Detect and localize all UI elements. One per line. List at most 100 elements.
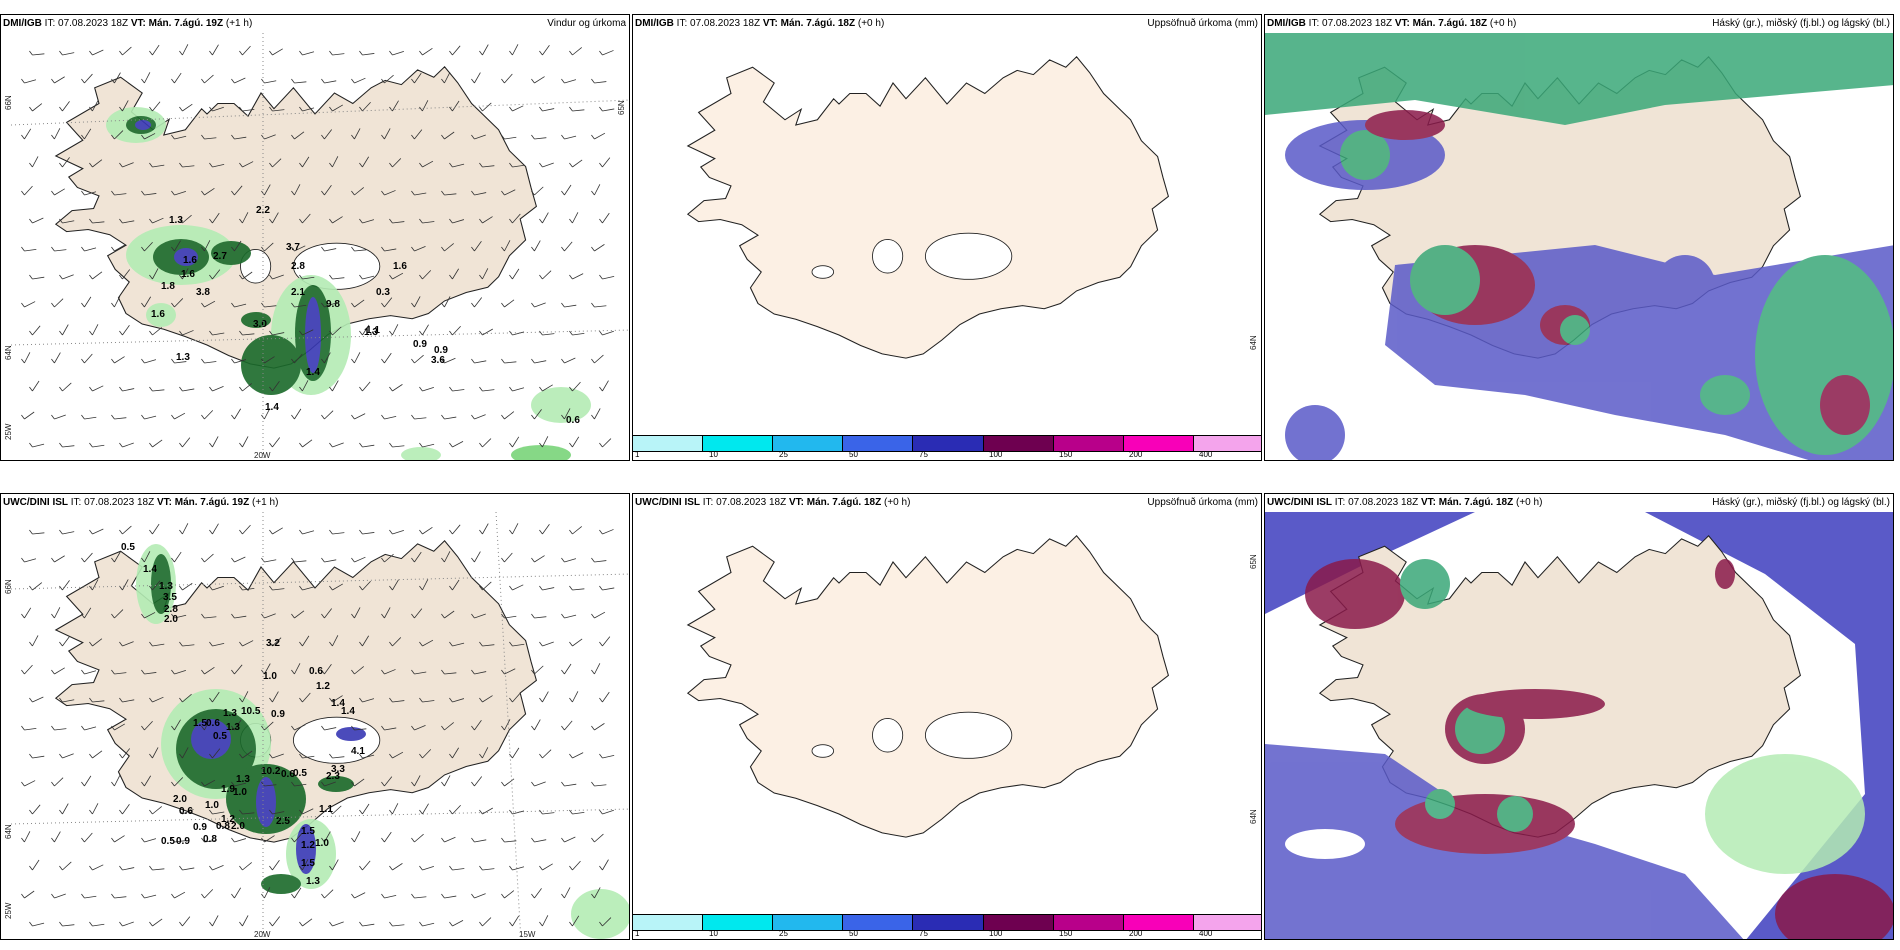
precip-value-label: 1.3 [306, 876, 320, 887]
colorbar-tick-label: 75 [919, 929, 928, 938]
precip-value-label: 1.9 [221, 784, 235, 795]
precip-value-label: 0.5 [293, 768, 307, 779]
cloud-cover-map [1265, 512, 1893, 939]
panel-header: DMI/IGB IT: 07.08.2023 18Z VT: Mán. 7.ág… [635, 18, 1258, 29]
precip-value-label: 1.3 [176, 352, 190, 363]
lat-label: 65N [1249, 554, 1258, 569]
precip-value-label: 0.9 [176, 836, 190, 847]
precip-value-label: 1.4 [306, 367, 320, 378]
wind-precip-map: 0.51.41.33.52.82.03.20.61.01.21.41.3 10.5… [10, 511, 629, 939]
precip-value-label: 1.8 [161, 281, 175, 292]
precip-value-label: 1.1 [366, 325, 380, 336]
precip-value-label: 0.5 [161, 836, 175, 847]
precip-value-label: 2.0 [231, 821, 245, 832]
precip-value-label: 0.5 [213, 731, 227, 742]
colorbar-tick-label: 100 [989, 450, 1003, 459]
precip-value-label: 2.8 [164, 604, 178, 615]
precip-value-label: 3.8 [196, 287, 210, 298]
precip-value-label: 0.6 [206, 718, 220, 729]
accum-precip-map [687, 535, 1169, 838]
precip-value-label: 3.6 [431, 355, 445, 366]
colorbar-tick-label: 400 [1199, 450, 1213, 459]
precip-value-label: 1.6 [151, 309, 165, 320]
precip-value-label: 0.8 [216, 821, 230, 832]
precip-value-label: 1.5 [193, 718, 207, 729]
lon-label: 20W [254, 451, 271, 460]
colorbar-swatch [1193, 436, 1261, 451]
panel-header: UWC/DINI ISL IT: 07.08.2023 18Z VT: Mán.… [1265, 494, 1893, 512]
precip-value-label: 2.7 [213, 251, 227, 262]
precip-value-label: 2.3 [326, 771, 340, 782]
panel-dmi-accum-precip: DMI/IGB IT: 07.08.2023 18Z VT: Mán. 7.ág… [632, 14, 1262, 461]
panel-header: UWC/DINI ISL IT: 07.08.2023 18Z VT: Mán.… [635, 497, 1258, 508]
precip-value-label: 1.0 [263, 671, 277, 682]
colorbar-tick-label: 10 [709, 450, 718, 459]
precip-value-label: 1.4 [265, 402, 279, 413]
lon-label: 25W [4, 423, 13, 440]
lat-label: 65N [617, 100, 626, 115]
colorbar-tick-label: 200 [1129, 929, 1143, 938]
precip-value-label: 3.2 [266, 638, 280, 649]
colorbar-swatch [1053, 915, 1124, 930]
colorbar-swatch [773, 915, 844, 930]
precip-value-label: 1.4 [143, 564, 157, 575]
precip-value-label: 1.5 [301, 858, 315, 869]
panel-uwc-clouds: UWC/DINI ISL IT: 07.08.2023 18Z VT: Mán.… [1264, 493, 1894, 940]
precip-value-label: 1.6 [181, 269, 195, 280]
colorbar-swatch [633, 915, 704, 930]
colorbar-tick-label: 75 [919, 450, 928, 459]
lat-label: 66N [4, 95, 13, 110]
precip-value-label: 2.5 [276, 816, 290, 827]
lat-label: 64N [4, 824, 13, 839]
precip-value-label: 2.0 [164, 614, 178, 625]
colorbar-swatch [633, 436, 704, 451]
colorbar-swatch [843, 915, 914, 930]
colorbar-tick-label: 100 [989, 929, 1003, 938]
precip-value-label: 0.9 [434, 345, 448, 356]
precip-value-label: 1.0 [205, 800, 219, 811]
precip-value-label: 3.5 [163, 592, 177, 603]
precip-value-label: 0.6 [566, 415, 580, 426]
colorbar-ticks: 1 10 25 50 75 100 150 200 400 [633, 450, 1261, 460]
colorbar-tick-label: 400 [1199, 929, 1213, 938]
colorbar-tick-label: 50 [849, 929, 858, 938]
precip-value-label: 1.3 [364, 327, 378, 338]
precip-value-label: 3.0 [253, 319, 267, 330]
precip-value-label: 1.3 [236, 774, 250, 785]
colorbar-ticks: 1 10 25 50 75 100 150 200 400 [633, 929, 1261, 939]
panel-header: DMI/IGB IT: 07.08.2023 18Z VT: Mán. 7.ág… [3, 18, 626, 29]
panel-uwc-wind-precip: UWC/DINI ISL IT: 07.08.2023 18Z VT: Mán.… [0, 493, 630, 940]
colorbar-swatch [773, 436, 844, 451]
precip-value-label: 1.6 [393, 261, 407, 272]
precip-value-label: 1.5 [301, 826, 315, 837]
panel-uwc-accum-precip: UWC/DINI ISL IT: 07.08.2023 18Z VT: Mán.… [632, 493, 1262, 940]
cloud-cover-map [1265, 33, 1893, 460]
colorbar-tick-label: 10 [709, 929, 718, 938]
precip-value-label: 2.0 [173, 794, 187, 805]
colorbar-tick-label: 200 [1129, 450, 1143, 459]
colorbar-tick-label: 150 [1059, 450, 1073, 459]
wind-barbs [21, 44, 615, 448]
colorbar-tick-label: 50 [849, 450, 858, 459]
precip-value-label: 0.9 [413, 339, 427, 350]
precip-value-label: 1.2 [301, 840, 315, 851]
precip-value-label: 0.8 [203, 834, 217, 845]
lon-label: 25W [4, 902, 13, 919]
precip-value-label: 1.4 [331, 698, 345, 709]
precip-value-label: 1.6 [183, 255, 197, 266]
precip-value-label: 0.3 [376, 287, 390, 298]
precip-value-labels: 2.21.32.71.62.83.71.61.60.91.81.31.63.89… [151, 205, 580, 426]
panel-header: DMI/IGB IT: 07.08.2023 18Z VT: Mán. 7.ág… [1265, 15, 1893, 33]
precip-value-label: 0.5 [121, 542, 135, 553]
precip-value-label: 1.3 [169, 215, 183, 226]
precip-value-label: 4.1 [351, 746, 365, 757]
precip-value-label: 1.3 [226, 722, 240, 733]
colorbar-swatch [983, 436, 1054, 451]
precip-value-label: 2.2 [256, 205, 270, 216]
lat-label: 64N [4, 345, 13, 360]
precip-value-label: 1.0 [315, 838, 329, 849]
colorbar-tick-label: 25 [779, 450, 788, 459]
precip-value-label: 3.3 [331, 764, 345, 775]
colorbar-swatch [703, 436, 774, 451]
precip-value-label: 1.0 [233, 787, 247, 798]
